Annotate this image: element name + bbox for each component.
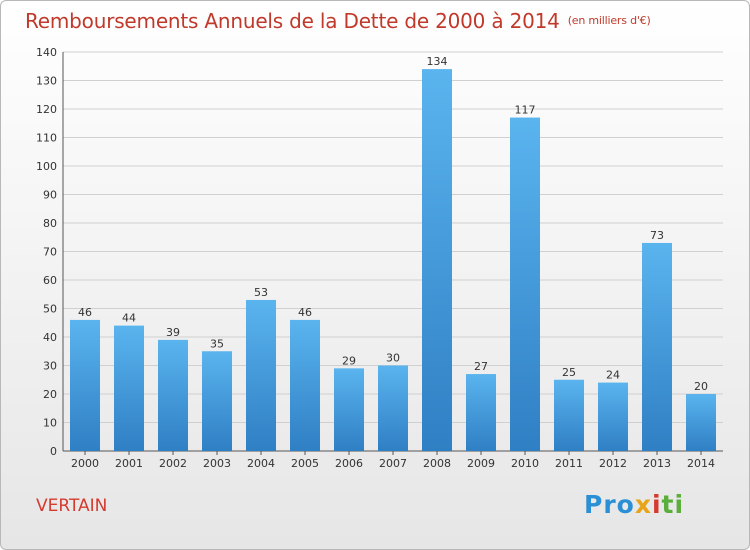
x-tick-label: 2012 [599,457,627,470]
y-tick-label: 110 [36,132,57,145]
x-tick-label: 2001 [115,457,143,470]
x-tick-label: 2005 [291,457,319,470]
y-tick-label: 10 [43,417,57,430]
bar [158,339,188,451]
value-label: 25 [562,366,576,379]
x-tick-label: 2007 [379,457,407,470]
x-tick-label: 2006 [335,457,363,470]
value-label: 46 [78,306,92,319]
x-tick-label: 2008 [423,457,451,470]
x-tick-label: 2002 [159,457,187,470]
y-tick-label: 120 [36,103,57,116]
y-tick-label: 100 [36,160,57,173]
x-tick-label: 2000 [71,457,99,470]
value-label: 30 [386,352,400,365]
x-tick-label: 2009 [467,457,495,470]
value-label: 134 [427,55,448,68]
proxiti-logo: Proxiti [584,490,684,519]
x-tick-label: 2013 [643,457,671,470]
bar [510,117,540,452]
logo-part-2: x [634,490,652,519]
value-label: 24 [606,369,620,382]
x-tick-label: 2004 [247,457,275,470]
y-tick-label: 70 [43,246,57,259]
x-tick-label: 2011 [555,457,583,470]
bar [334,368,364,451]
y-tick-label: 140 [36,46,57,59]
bar [290,319,320,451]
labels: 0 10 20 30 40 50 60 70 80 90 100 110 120 130 140 46 2000… [36,46,715,470]
y-tick-label: 90 [43,189,57,202]
value-label: 53 [254,286,268,299]
chart-title: Remboursements Annuels de la Dette de 20… [25,9,651,33]
bar [114,325,144,451]
value-label: 20 [694,380,708,393]
y-tick-label: 50 [43,303,57,316]
commune-name: VERTAIN [36,496,108,516]
bars [70,69,716,452]
x-tick-label: 2014 [687,457,715,470]
bar [246,299,276,451]
y-tick-label: 40 [43,331,57,344]
y-tick-label: 20 [43,388,57,401]
value-label: 29 [342,354,356,367]
bar [422,69,452,451]
y-tick-label: 30 [43,360,57,373]
bar [466,374,496,451]
bar [202,351,232,451]
logo-part-1: Pro [584,490,635,519]
value-label: 73 [650,229,664,242]
bar [554,379,584,451]
value-label: 46 [298,306,312,319]
bar [686,394,716,451]
y-tick-label: 80 [43,217,57,230]
value-label: 27 [474,360,488,373]
chart-unit: (en milliers d'€) [567,14,651,27]
logo-part-4: ti [661,490,685,519]
chart-title-text: Remboursements Annuels de la Dette de 20… [25,9,560,33]
bar [598,382,628,451]
x-tick-label: 2010 [511,457,539,470]
bar [70,319,100,451]
y-tick-label: 60 [43,274,57,287]
value-label: 35 [210,337,224,350]
y-tick-label: 0 [50,445,57,458]
value-label: 117 [515,104,536,117]
logo-part-3: i [651,490,662,519]
bar [642,242,672,451]
bar [378,365,408,451]
y-tick-label: 130 [36,75,57,88]
x-tick-label: 2003 [203,457,231,470]
value-label: 39 [166,326,180,339]
value-label: 44 [122,312,136,325]
